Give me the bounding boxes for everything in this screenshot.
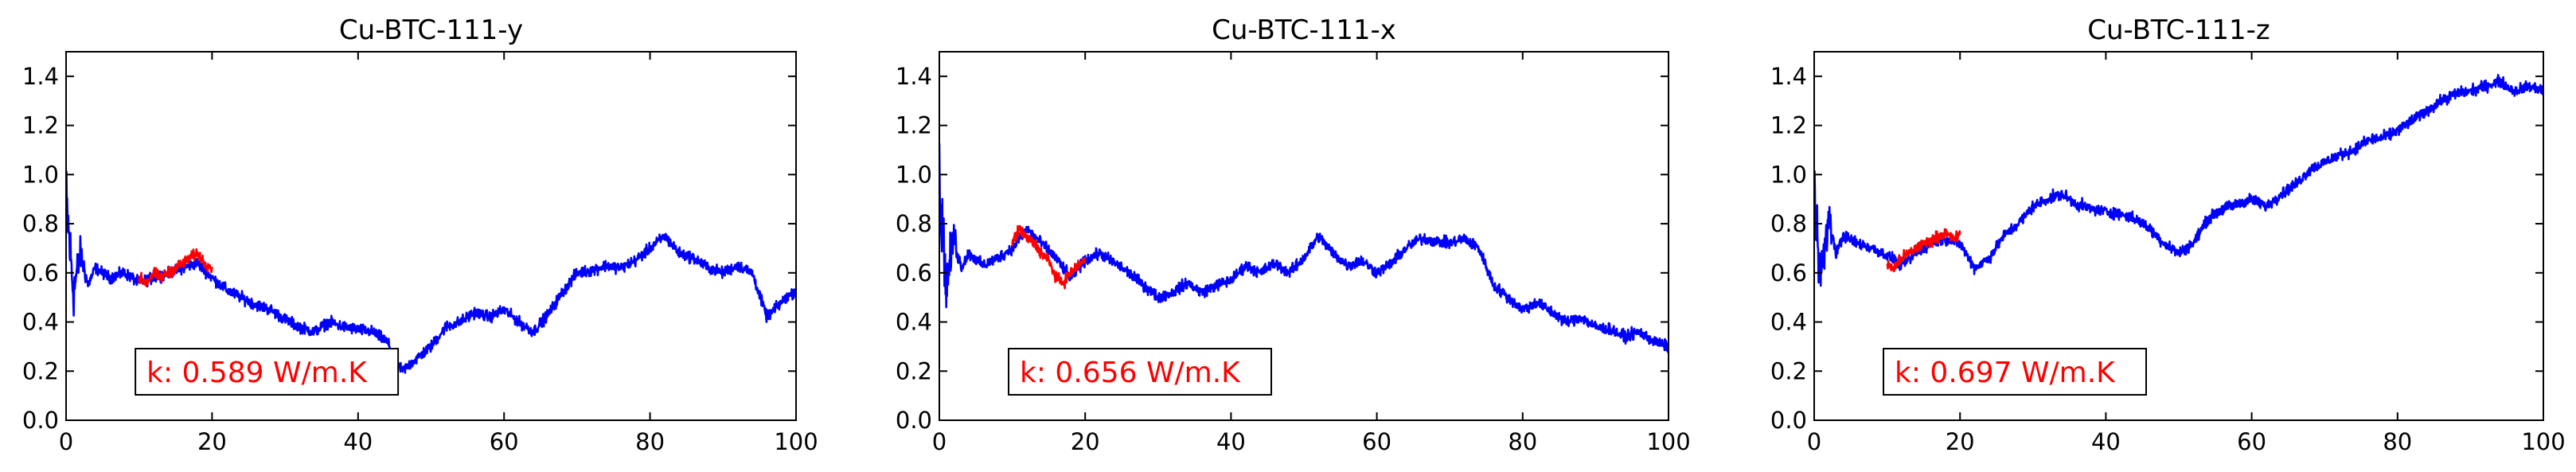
series-line-fit-window: [138, 248, 213, 287]
annotation-box: [1008, 348, 1273, 396]
series-group: [1814, 73, 2543, 287]
x-tick-label: 80: [1508, 428, 1537, 455]
x-tick-label: 0: [59, 428, 73, 455]
y-tick-label: 0.6: [896, 259, 932, 287]
series-line-full: [1814, 73, 2543, 287]
series-line-full: [939, 142, 1669, 353]
x-tick-label: 20: [1071, 428, 1100, 455]
annotation-text: k: 0.589 W/m.K: [146, 357, 368, 389]
x-tick-label: 40: [1216, 428, 1246, 455]
x-tick-label: 0: [932, 428, 946, 455]
y-tick-label: 1.4: [896, 63, 932, 90]
y-tick-label: 1.4: [22, 63, 59, 90]
y-tick-label: 0.2: [22, 357, 59, 384]
y-tick-label: 0.8: [1770, 210, 1807, 237]
series-line-fit-window: [1011, 224, 1087, 290]
x-tick-label: 100: [774, 428, 818, 455]
chart-panel-1: Cu-BTC-111-y 0 20 40 60 80 100 0.0 0.2 0.4 0.6 0.8 1…: [22, 14, 818, 455]
y-tick-label: 0.8: [22, 210, 59, 237]
chart-title: Cu-BTC-111-x: [1212, 14, 1396, 46]
y-tick-label: 0.4: [1770, 309, 1807, 336]
x-tick-label: 100: [2521, 428, 2565, 455]
series-line-fit-window: [1886, 228, 1961, 272]
plot-frame: [939, 51, 1669, 421]
y-tick-label: 0.4: [896, 309, 932, 336]
y-tick-label: 0.4: [22, 309, 59, 336]
series-group: [939, 142, 1669, 353]
y-tick-label: 1.0: [1770, 161, 1807, 188]
chart-title: Cu-BTC-111-y: [339, 14, 523, 46]
x-tick-label: 60: [1362, 428, 1391, 455]
x-tick-label: 60: [2237, 428, 2266, 455]
y-tick-label: 1.2: [22, 112, 59, 139]
y-tick-label: 1.0: [896, 161, 932, 188]
x-tick-label: 60: [490, 428, 519, 455]
series-group: [66, 170, 796, 374]
x-tick-label: 0: [1807, 428, 1821, 455]
y-tick-label: 1.2: [896, 112, 932, 139]
y-tick-label: 1.4: [1770, 63, 1807, 90]
x-tick-label: 80: [2383, 428, 2412, 455]
y-tick-label: 1.2: [1770, 112, 1807, 139]
x-tick-label: 100: [1646, 428, 1690, 455]
chart-panel-3: Cu-BTC-111-z 0 20 40 60 80 100 0.0 0.2 0.4 0.6 0.8 1…: [1770, 14, 2566, 455]
annotation-text: k: 0.656 W/m.K: [1020, 357, 1241, 389]
series-line-full: [66, 170, 796, 374]
y-tick-label: 0.0: [1770, 407, 1807, 434]
x-tick-label: 20: [1946, 428, 1975, 455]
y-tick-label: 0.8: [896, 210, 932, 237]
y-tick-label: 0.2: [896, 357, 932, 384]
y-tick-label: 1.0: [22, 161, 59, 188]
y-tick-label: 0.6: [22, 259, 59, 287]
plot-frame: [1813, 51, 2544, 421]
chart-panel-2: Cu-BTC-111-x 0 20 40 60 80 100 0.0 0.2 0.4 0.6 0.8 1…: [896, 14, 1691, 455]
y-tick-label: 0.0: [22, 407, 59, 434]
x-tick-label: 20: [197, 428, 227, 455]
y-tick-label: 0.6: [1770, 259, 1807, 287]
plot-frame: [65, 51, 797, 421]
annotation-box: [135, 348, 400, 396]
annotation-text: k: 0.697 W/m.K: [1895, 357, 2116, 389]
y-tick-label: 0.2: [1770, 357, 1807, 384]
y-tick-label: 0.0: [896, 407, 932, 434]
x-tick-label: 80: [635, 428, 665, 455]
chart-title: Cu-BTC-111-z: [2087, 14, 2270, 46]
x-tick-label: 40: [343, 428, 373, 455]
x-tick-label: 40: [2091, 428, 2121, 455]
annotation-box: [1883, 348, 2148, 396]
